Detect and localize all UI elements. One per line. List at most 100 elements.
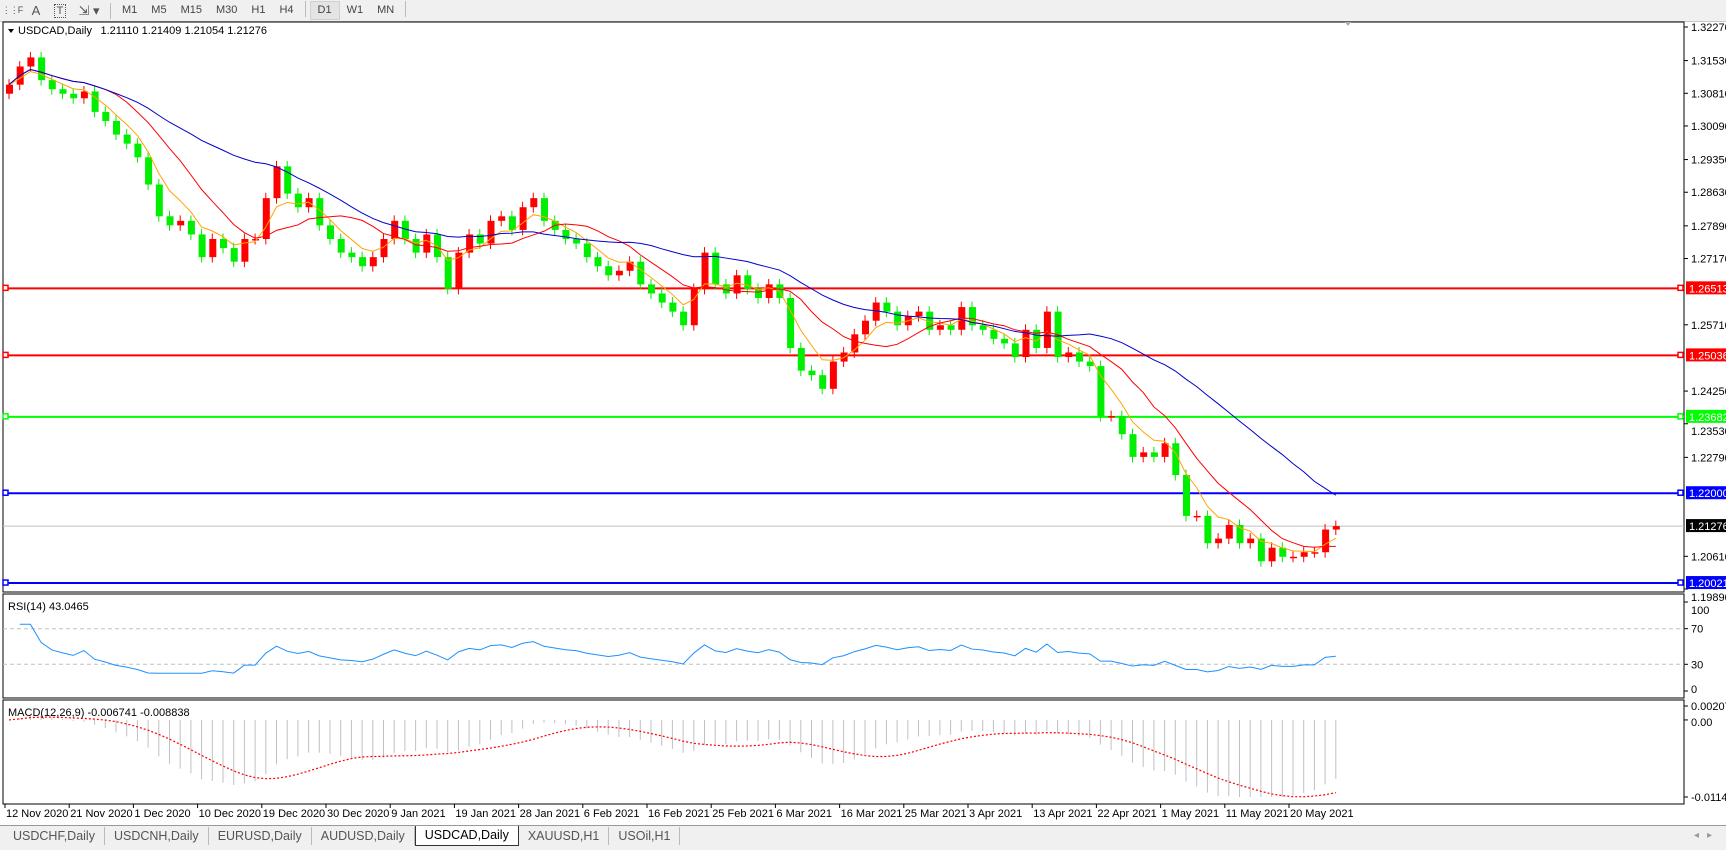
timeframe-h1[interactable]: H1 <box>251 4 266 16</box>
line-handle-left[interactable] <box>2 413 9 420</box>
tab-usdcad-daily[interactable]: USDCAD,Daily <box>414 826 519 846</box>
candle <box>1193 510 1201 522</box>
tab-usoil-h1[interactable]: USOil,H1 <box>609 827 681 845</box>
candle-body <box>423 234 431 253</box>
candle-body <box>241 238 249 262</box>
timeframe-mn[interactable]: MN <box>377 4 395 16</box>
candle <box>722 278 730 299</box>
collapse-triangle-icon[interactable] <box>8 29 14 33</box>
tab-usdcnh-daily[interactable]: USDCNH,Daily <box>105 827 209 845</box>
candle <box>187 215 195 240</box>
date-label: 1 Dec 2020 <box>134 808 190 820</box>
date-label: 13 Apr 2021 <box>1033 808 1092 820</box>
candle <box>455 247 463 295</box>
text-label-icon[interactable]: T <box>48 1 72 21</box>
date-label: 6 Feb 2021 <box>584 808 640 820</box>
candle-body <box>284 166 292 194</box>
date-label: 25 Feb 2021 <box>712 808 774 820</box>
candle-body <box>209 238 217 258</box>
candle-body <box>1022 329 1030 358</box>
line-handle-right[interactable] <box>1677 413 1684 420</box>
line-handle-right[interactable] <box>1677 351 1684 359</box>
toolbar-separator <box>405 1 407 17</box>
shift-marker-icon[interactable] <box>1345 22 1351 26</box>
candle <box>894 306 902 331</box>
candle-body <box>1054 311 1062 358</box>
candle <box>947 319 955 336</box>
tab-eurusd-daily[interactable]: EURUSD,Daily <box>209 827 312 845</box>
candle <box>797 342 805 377</box>
timeframe-m15[interactable]: M15 <box>180 4 202 16</box>
text-icon[interactable]: A <box>31 3 41 18</box>
candle-body <box>690 288 698 326</box>
line-handle-right[interactable] <box>1677 284 1684 292</box>
candle <box>541 192 548 227</box>
candle <box>369 251 377 272</box>
timeframe-h4[interactable]: H4 <box>279 4 294 16</box>
candle-body <box>1247 538 1255 544</box>
date-label: 19 Dec 2020 <box>263 808 325 820</box>
horizontal-line-price-label: 1.23682 <box>1689 412 1726 424</box>
candle <box>583 238 591 263</box>
line-handle-left[interactable] <box>2 284 9 292</box>
candle-body <box>476 234 484 244</box>
tab-xauusd-h1[interactable]: XAUUSD,H1 <box>519 827 610 845</box>
text-label-glyph: T <box>53 3 67 18</box>
date-label: 25 Mar 2021 <box>905 808 967 820</box>
candle-body <box>1279 547 1287 557</box>
line-handle-right[interactable] <box>1677 489 1684 496</box>
timeframe-w1[interactable]: W1 <box>346 4 364 16</box>
timeframe-m30[interactable]: M30 <box>215 4 238 16</box>
candle <box>27 51 35 72</box>
candle-body <box>391 220 399 239</box>
price-tick-label: 1.24250 <box>1691 386 1726 398</box>
candle-body <box>380 238 388 258</box>
current-price-label: 1.21276 <box>1689 521 1726 533</box>
line-handle-left[interactable] <box>2 351 9 359</box>
tab-usdchf-daily[interactable]: USDCHF,Daily <box>4 827 105 845</box>
candle <box>444 251 452 295</box>
ma-mid-line <box>8 68 1336 548</box>
candle-body <box>220 238 227 249</box>
candle-body <box>1001 338 1009 344</box>
price-label-box <box>1686 348 1726 362</box>
candle-body <box>198 234 206 258</box>
line-handle-right[interactable] <box>1677 579 1684 586</box>
candle-body <box>979 325 987 330</box>
timeframe-m5[interactable]: M5 <box>151 4 167 16</box>
candle <box>637 256 645 290</box>
candle <box>1247 533 1255 549</box>
candle <box>669 297 677 318</box>
line-handle-left[interactable] <box>2 489 9 496</box>
candle <box>712 247 720 290</box>
price-label-box <box>1686 486 1726 500</box>
horizontal-line-price-label: 1.20021 <box>1689 578 1726 590</box>
line-handle-left[interactable] <box>2 579 9 586</box>
candle <box>91 86 99 118</box>
candle <box>1108 410 1116 422</box>
candle-body <box>444 257 452 289</box>
candle <box>391 215 399 245</box>
candle <box>969 301 976 331</box>
candle-body <box>712 252 720 285</box>
candle-body <box>1118 416 1126 435</box>
candle <box>680 306 688 331</box>
tab-scroll-arrows-icon[interactable]: ◂▸ <box>1693 830 1720 841</box>
tab-audusd-daily[interactable]: AUDUSD,Daily <box>312 827 415 845</box>
candle-body <box>872 302 880 321</box>
candle <box>990 324 998 345</box>
candle-body <box>6 84 13 94</box>
candle-body <box>498 216 506 221</box>
candle-body <box>701 252 709 289</box>
candle-body <box>829 361 837 389</box>
symbol-label: USDCAD,Daily <box>18 25 92 37</box>
candle <box>102 106 110 127</box>
timeframe-d1[interactable]: D1 <box>309 1 340 20</box>
price-tick-label: 1.27890 <box>1691 221 1726 233</box>
arrows-tool-icon[interactable]: ⇲ ▾ <box>78 2 100 18</box>
candle <box>284 160 292 200</box>
timeframe-m1[interactable]: M1 <box>122 4 138 16</box>
period-separator-icon[interactable]: ⋮⋮F <box>1 5 24 15</box>
candle <box>872 297 880 327</box>
